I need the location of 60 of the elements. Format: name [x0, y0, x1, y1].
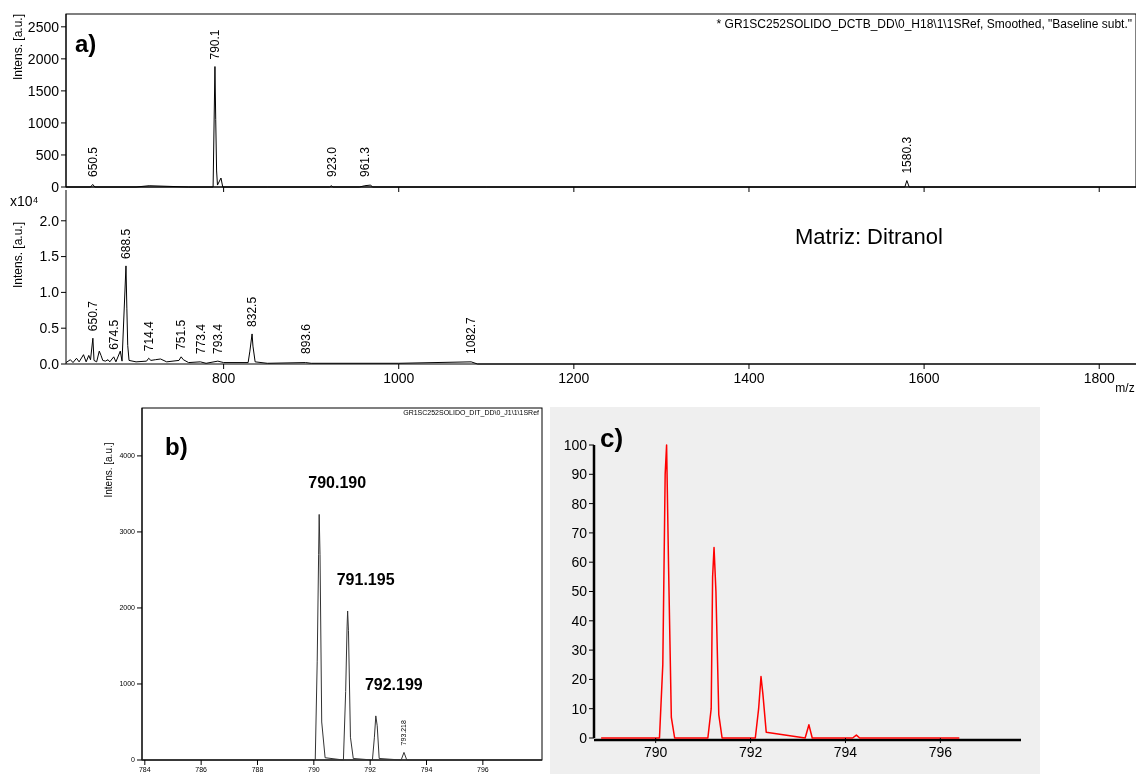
y-tick-label: 80 — [571, 495, 588, 512]
annotation: 790.190 — [308, 474, 367, 492]
annotation: 961.3 — [358, 146, 373, 177]
annotation: 773.4 — [193, 323, 208, 354]
text: x10⁴ — [10, 193, 39, 209]
y-tick-label: 500 — [35, 146, 60, 163]
annotation: 751.5 — [174, 319, 189, 350]
y-tick-label: 60 — [571, 554, 588, 571]
y-tick-label: 50 — [571, 583, 588, 600]
annotation: 674.5 — [106, 319, 121, 350]
y-tick-label: 2000 — [27, 50, 60, 67]
y-tick-label: 1.0 — [39, 284, 60, 301]
x-tick-label: 1600 — [908, 370, 940, 386]
annotation: 1082.7 — [464, 316, 479, 354]
x-tick-label: 1800 — [1083, 370, 1115, 386]
x-tick-label: 796 — [928, 744, 953, 760]
y-tick-label: 0.5 — [39, 320, 60, 337]
annotation: 1580.3 — [900, 136, 915, 174]
annotation: 791.195 — [336, 570, 395, 588]
annotation: 832.5 — [245, 296, 260, 327]
x-tick-label: 800 — [211, 370, 236, 386]
x-tick-label: 1000 — [383, 370, 415, 386]
annotation: a) — [75, 30, 97, 57]
y-tick-label: 40 — [571, 612, 588, 629]
x-tick-label: 790 — [644, 744, 668, 760]
y-tick-label: 1000 — [27, 114, 60, 131]
annotation: 793.4 — [211, 323, 226, 354]
x-tick-label: 1400 — [733, 370, 765, 386]
y-axis-title: Intens. [a.u.] — [11, 13, 25, 81]
annotation: 790.1 — [208, 29, 223, 60]
annotation: 792.199 — [364, 675, 423, 693]
annotation: c) — [600, 423, 624, 453]
x-axis-title: m/z — [1115, 381, 1135, 395]
annotation: Matriz: Ditranol — [795, 224, 943, 249]
y-tick-label: 10 — [571, 700, 588, 717]
y-tick-label: 2500 — [27, 18, 60, 35]
y-axis-title: Intens. [a.u.] — [11, 221, 25, 289]
annotation: 650.7 — [86, 300, 101, 332]
y-tick-label: 70 — [571, 524, 588, 541]
y-tick-label: 0.0 — [39, 355, 60, 372]
annotation: 923.0 — [324, 146, 339, 177]
annotation: 893.6 — [298, 323, 313, 354]
annotation: 688.5 — [119, 228, 134, 259]
y-tick-label: 20 — [571, 671, 588, 688]
annotation: 650.5 — [85, 146, 100, 177]
annotation: * GR1SC252SOLIDO_DCTB_DD\0_H18\1\1SRef, Smoothed, "Baseline subt." — [716, 17, 1132, 31]
y-tick-label: 2.0 — [39, 212, 60, 229]
y-tick-label: 30 — [571, 642, 588, 658]
annotation: b) — [165, 433, 188, 460]
x-tick-label: 794 — [833, 744, 858, 760]
x-tick-label: 792 — [738, 744, 763, 760]
y-tick-label: 1500 — [27, 82, 60, 99]
annotation: 714.4 — [141, 320, 156, 352]
y-tick-label: 90 — [571, 466, 588, 483]
y-axis-title: Intens. [a.u.] — [103, 442, 114, 498]
y-tick-label: 1.5 — [39, 248, 60, 265]
y-tick-label: 0 — [51, 178, 60, 195]
y-tick-label: 0 — [579, 729, 588, 746]
x-tick-label: 1200 — [558, 370, 590, 386]
y-tick-label: 100 — [563, 436, 588, 453]
